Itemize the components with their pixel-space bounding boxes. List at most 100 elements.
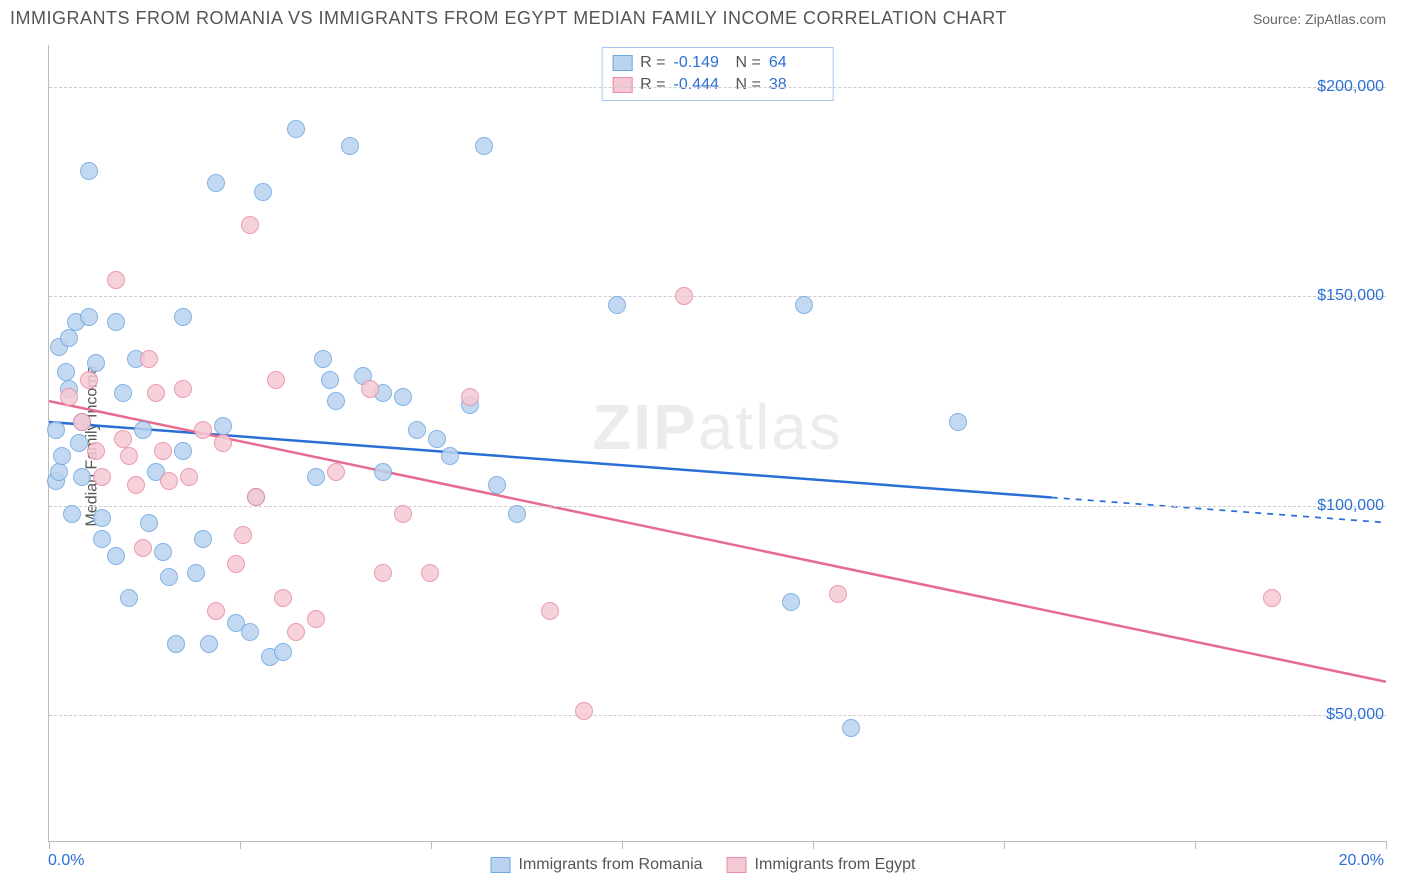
scatter-point (47, 421, 65, 439)
scatter-point (93, 509, 111, 527)
scatter-point (93, 468, 111, 486)
scatter-point (241, 216, 259, 234)
r-label: R = (640, 54, 665, 72)
scatter-point (287, 120, 305, 138)
y-tick-label: $150,000 (1317, 287, 1384, 305)
scatter-point (120, 589, 138, 607)
scatter-point (314, 350, 332, 368)
scatter-point (127, 476, 145, 494)
legend-swatch (612, 55, 632, 71)
legend-item: Immigrants from Egypt (727, 856, 916, 874)
n-value: 64 (769, 54, 823, 72)
gridline (49, 715, 1386, 716)
scatter-point (180, 468, 198, 486)
scatter-point (107, 313, 125, 331)
scatter-point (107, 547, 125, 565)
watermark-text: ZIPatlas (592, 390, 843, 464)
scatter-point (307, 468, 325, 486)
scatter-point (374, 463, 392, 481)
scatter-point (341, 137, 359, 155)
legend-swatch (612, 77, 632, 93)
y-tick-label: $200,000 (1317, 78, 1384, 96)
scatter-point (461, 388, 479, 406)
scatter-point (194, 530, 212, 548)
scatter-point (207, 602, 225, 620)
scatter-point (60, 329, 78, 347)
scatter-point (50, 463, 68, 481)
scatter-point (241, 623, 259, 641)
x-tick (1386, 841, 1387, 849)
scatter-point (321, 371, 339, 389)
scatter-point (508, 505, 526, 523)
scatter-point (234, 526, 252, 544)
scatter-point (70, 434, 88, 452)
scatter-point (488, 476, 506, 494)
legend-label: Immigrants from Egypt (755, 856, 916, 874)
scatter-point (154, 543, 172, 561)
scatter-point (361, 380, 379, 398)
n-label: N = (736, 76, 761, 94)
scatter-point (1263, 589, 1281, 607)
x-tick-label: 0.0% (48, 852, 84, 870)
scatter-point (327, 392, 345, 410)
r-label: R = (640, 76, 665, 94)
scatter-point (63, 505, 81, 523)
scatter-point (408, 421, 426, 439)
chart-plot-area: ZIPatlas R = -0.149 N = 64 R = -0.444 N = 38 (48, 45, 1386, 842)
y-tick-label: $50,000 (1326, 706, 1384, 724)
x-tick (240, 841, 241, 849)
scatter-point (675, 287, 693, 305)
scatter-point (187, 564, 205, 582)
r-value: -0.149 (674, 54, 728, 72)
bottom-legend: Immigrants from Romania Immigrants from E… (491, 856, 916, 874)
scatter-point (394, 505, 412, 523)
scatter-point (107, 271, 125, 289)
scatter-point (842, 719, 860, 737)
scatter-point (87, 442, 105, 460)
scatter-point (214, 434, 232, 452)
r-value: -0.444 (674, 76, 728, 94)
correlation-row: R = -0.444 N = 38 (612, 74, 823, 96)
x-tick (622, 841, 623, 849)
chart-title: IMMIGRANTS FROM ROMANIA VS IMMIGRANTS FR… (10, 8, 1007, 29)
chart-source: Source: ZipAtlas.com (1253, 11, 1386, 27)
gridline (49, 296, 1386, 297)
legend-item: Immigrants from Romania (491, 856, 703, 874)
scatter-point (254, 183, 272, 201)
x-tick-label: 20.0% (1339, 852, 1384, 870)
x-tick (813, 841, 814, 849)
scatter-point (575, 702, 593, 720)
chart-header: IMMIGRANTS FROM ROMANIA VS IMMIGRANTS FR… (0, 0, 1406, 37)
scatter-point (287, 623, 305, 641)
scatter-point (475, 137, 493, 155)
scatter-point (174, 308, 192, 326)
x-tick (49, 841, 50, 849)
scatter-point (154, 442, 172, 460)
x-tick (1004, 841, 1005, 849)
x-tick (431, 841, 432, 849)
legend-label: Immigrants from Romania (519, 856, 703, 874)
correlation-row: R = -0.149 N = 64 (612, 52, 823, 74)
scatter-point (114, 430, 132, 448)
n-label: N = (736, 54, 761, 72)
scatter-point (120, 447, 138, 465)
scatter-point (87, 354, 105, 372)
scatter-point (134, 421, 152, 439)
gridline (49, 87, 1386, 88)
scatter-point (114, 384, 132, 402)
scatter-point (174, 442, 192, 460)
scatter-point (608, 296, 626, 314)
scatter-point (93, 530, 111, 548)
gridline (49, 506, 1386, 507)
scatter-point (73, 413, 91, 431)
scatter-point (174, 380, 192, 398)
scatter-point (167, 635, 185, 653)
scatter-point (782, 593, 800, 611)
correlation-legend-box: R = -0.149 N = 64 R = -0.444 N = 38 (601, 47, 834, 101)
scatter-point (80, 308, 98, 326)
scatter-point (421, 564, 439, 582)
legend-swatch (727, 857, 747, 873)
n-value: 38 (769, 76, 823, 94)
scatter-point (160, 472, 178, 490)
scatter-point (441, 447, 459, 465)
